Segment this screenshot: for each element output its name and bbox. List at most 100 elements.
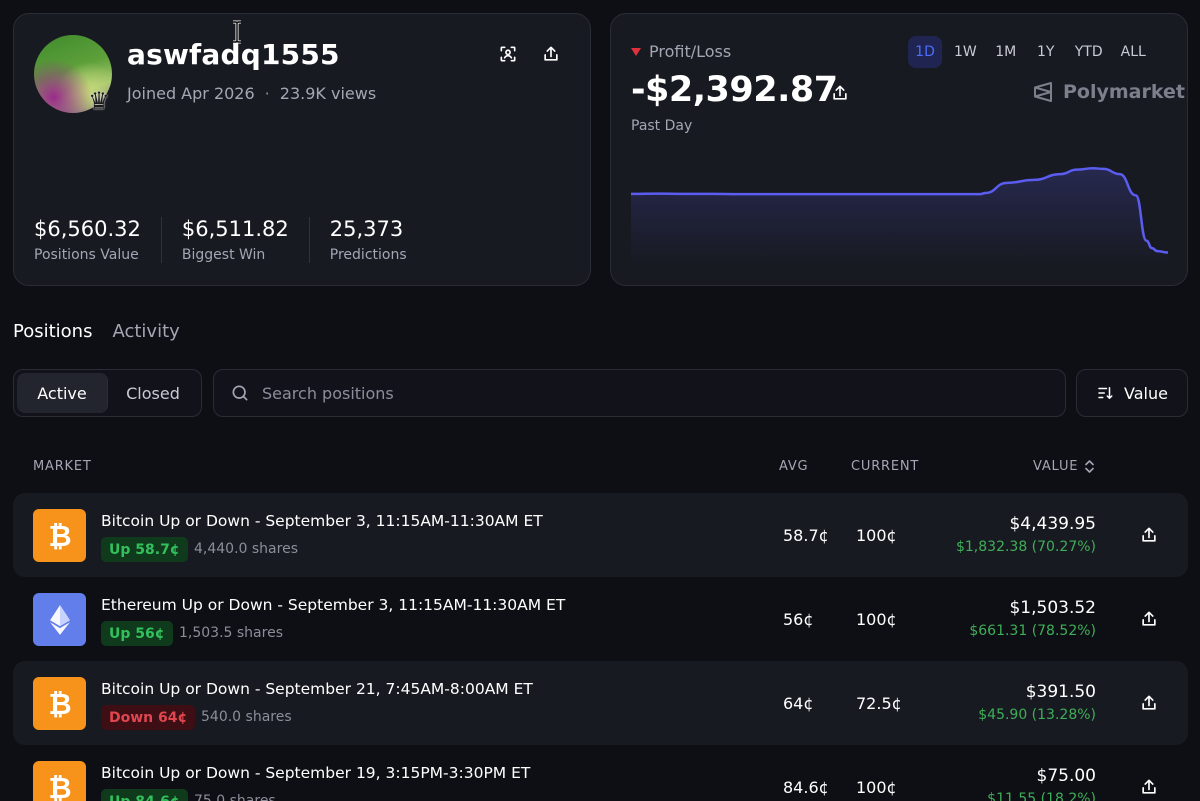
profile-meta: Joined Apr 2026 · 23.9K views <box>127 84 376 103</box>
column-header-value-label: VALUE <box>1033 459 1079 474</box>
crown-icon: ♛ <box>88 87 110 115</box>
svg-text:₿: ₿ <box>48 519 71 552</box>
share-icon[interactable] <box>1135 689 1163 717</box>
bitcoin-icon: ₿ <box>33 509 86 562</box>
market-title[interactable]: Ethereum Up or Down - September 3, 11:15… <box>101 596 566 614</box>
outcome-badge: Up 56¢ <box>101 621 173 646</box>
search-input[interactable] <box>262 383 1022 403</box>
text-cursor-icon <box>233 20 241 44</box>
range-1d[interactable]: 1D <box>908 36 942 68</box>
table-row[interactable]: ₿ Bitcoin Up or Down - September 21, 7:45… <box>13 661 1188 745</box>
avg-price: 56¢ <box>783 610 814 629</box>
closed-filter-button[interactable]: Closed <box>126 383 180 403</box>
stat-predictions: 25,373 Predictions <box>330 217 427 263</box>
position-pnl: $45.90 (13.28%) <box>978 707 1096 723</box>
time-range-selector: 1D 1W 1M 1Y YTD ALL <box>908 36 1152 68</box>
table-row[interactable]: Ethereum Up or Down - September 3, 11:15… <box>13 577 1188 661</box>
polymarket-icon <box>1034 82 1052 102</box>
stat-label: Biggest Win <box>181 247 266 263</box>
pnl-value: -$2,392.87 <box>631 70 838 110</box>
table-row[interactable]: ₿ Bitcoin Up or Down - September 3, 11:15… <box>13 493 1188 577</box>
pnl-period: Past Day <box>631 118 693 134</box>
svg-text:₿: ₿ <box>48 771 71 801</box>
market-title[interactable]: Bitcoin Up or Down - September 3, 11:15A… <box>101 512 543 530</box>
pnl-label: Profit/Loss <box>631 42 731 61</box>
avatar[interactable] <box>34 35 112 113</box>
stat-label: Positions Value <box>34 247 139 263</box>
outcome-badge: Down 64¢ <box>101 705 196 730</box>
avg-price: 58.7¢ <box>783 526 829 545</box>
avg-price: 64¢ <box>783 694 814 713</box>
search-box <box>213 369 1066 417</box>
range-1w[interactable]: 1W <box>954 44 977 60</box>
share-icon[interactable] <box>537 40 565 68</box>
outcome-badge: Up 58.7¢ <box>101 537 188 562</box>
stat-positions-value: $6,560.32 Positions Value <box>34 217 162 263</box>
pnl-chart <box>631 166 1168 264</box>
position-value: $75.00 <box>1036 766 1096 786</box>
joined-date: Joined Apr 2026 <box>127 84 255 103</box>
column-header-current: CURRENT <box>851 459 920 474</box>
share-count: 1,503.5 shares <box>179 625 283 641</box>
stat-value: $6,560.32 <box>34 217 141 241</box>
stat-value: 25,373 <box>329 217 404 241</box>
sort-label: Value <box>1124 383 1168 403</box>
current-price: 72.5¢ <box>856 694 902 713</box>
range-1y[interactable]: 1Y <box>1037 44 1055 60</box>
stat-label: Predictions <box>329 247 407 263</box>
current-price: 100¢ <box>856 778 897 797</box>
profile-stats: $6,560.32 Positions Value $6,511.82 Bigg… <box>34 217 447 263</box>
stat-value: $6,511.82 <box>181 217 289 241</box>
pnl-label-text: Profit/Loss <box>649 42 732 61</box>
view-count: 23.9K views <box>279 84 377 103</box>
profile-card: ♛ aswfadq1555 Joined Apr 2026 · 23.9K vi… <box>13 13 591 286</box>
range-ytd[interactable]: YTD <box>1074 44 1103 60</box>
ethereum-icon <box>33 593 86 646</box>
share-count: 75.0 shares <box>194 793 276 801</box>
sort-icon <box>1098 387 1113 399</box>
search-icon <box>232 385 248 401</box>
share-icon[interactable] <box>1135 773 1163 801</box>
position-value: $1,503.52 <box>1009 598 1096 618</box>
tab-bar: Positions Activity <box>13 321 180 342</box>
share-count: 4,440.0 shares <box>194 541 298 557</box>
polymarket-logo: Polymarket <box>1031 80 1185 104</box>
meta-separator: · <box>264 84 270 103</box>
down-triangle-icon <box>631 47 641 56</box>
share-icon[interactable] <box>1135 605 1163 633</box>
bitcoin-icon: ₿ <box>33 761 86 801</box>
column-header-value[interactable]: VALUE <box>1033 459 1095 474</box>
avg-price: 84.6¢ <box>783 778 829 797</box>
pnl-card: Profit/Loss -$2,392.87 Past Day 1D 1W 1M 1Y… <box>610 13 1188 286</box>
position-value: $4,439.95 <box>1009 514 1096 534</box>
table-row[interactable]: ₿ Bitcoin Up or Down - September 19, 3:15… <box>13 745 1188 801</box>
outcome-badge: Up 84.6¢ <box>101 789 188 801</box>
column-header-market: MARKET <box>33 459 92 474</box>
bitcoin-icon: ₿ <box>33 677 86 730</box>
position-pnl: $1,832.38 (70.27%) <box>955 539 1096 555</box>
scan-icon[interactable] <box>494 40 522 68</box>
position-pnl: $661.31 (78.52%) <box>969 623 1096 639</box>
active-filter-button[interactable]: Active <box>17 373 108 413</box>
pnl-area <box>631 168 1168 264</box>
share-icon[interactable] <box>826 79 854 107</box>
pnl-line <box>631 166 1168 254</box>
range-all[interactable]: ALL <box>1120 44 1146 60</box>
market-title[interactable]: Bitcoin Up or Down - September 19, 3:15P… <box>101 764 531 782</box>
svg-text:₿: ₿ <box>48 687 71 720</box>
tab-activity[interactable]: Activity <box>112 321 180 342</box>
sort-button[interactable]: Value <box>1076 369 1188 417</box>
status-segmented-control: Active Closed <box>13 369 202 417</box>
sort-toggle-icon <box>1085 460 1095 473</box>
brand-name: Polymarket <box>1063 81 1185 103</box>
current-price: 100¢ <box>856 610 897 629</box>
position-pnl: $11.55 (18.2%) <box>987 791 1096 801</box>
column-header-avg: AVG <box>779 459 809 474</box>
range-1m[interactable]: 1M <box>995 44 1017 60</box>
share-icon[interactable] <box>1135 521 1163 549</box>
share-count: 540.0 shares <box>201 709 292 725</box>
stat-biggest-win: $6,511.82 Biggest Win <box>182 217 310 263</box>
current-price: 100¢ <box>856 526 897 545</box>
market-title[interactable]: Bitcoin Up or Down - September 21, 7:45A… <box>101 680 533 698</box>
tab-positions[interactable]: Positions <box>13 321 93 342</box>
